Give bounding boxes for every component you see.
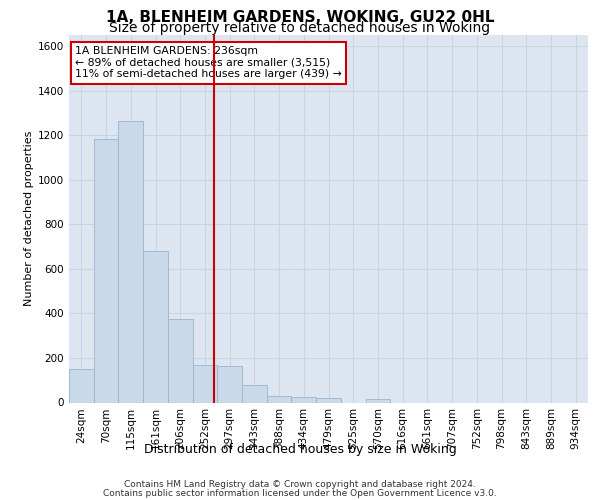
Text: Contains public sector information licensed under the Open Government Licence v3: Contains public sector information licen… [103,488,497,498]
Bar [118,121,143,402]
Bar [69,369,94,402]
Bar [292,397,316,402]
Text: Size of property relative to detached houses in Woking: Size of property relative to detached ho… [109,21,491,35]
Text: Distribution of detached houses by size in Woking: Distribution of detached houses by size … [143,442,457,456]
Bar [94,138,118,402]
Bar [242,384,267,402]
Y-axis label: Number of detached properties: Number of detached properties [24,131,34,306]
Bar [267,396,292,402]
Bar [217,366,242,403]
Text: 1A BLENHEIM GARDENS: 236sqm
← 89% of detached houses are smaller (3,515)
11% of : 1A BLENHEIM GARDENS: 236sqm ← 89% of det… [75,46,342,79]
Bar [193,364,217,403]
Bar [316,398,341,402]
Bar [143,251,168,402]
Bar [168,319,193,402]
Bar [365,399,390,402]
Text: Contains HM Land Registry data © Crown copyright and database right 2024.: Contains HM Land Registry data © Crown c… [124,480,476,489]
Text: 1A, BLENHEIM GARDENS, WOKING, GU22 0HL: 1A, BLENHEIM GARDENS, WOKING, GU22 0HL [106,10,494,25]
